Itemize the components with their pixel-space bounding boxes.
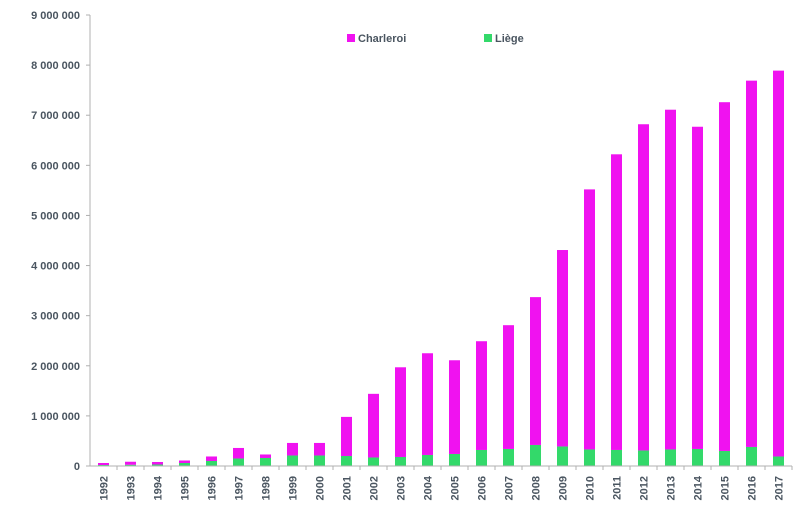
x-tick-label: 2003 [396, 476, 408, 500]
y-tick-label: 5 000 000 [31, 210, 80, 222]
x-tick-label: 2002 [369, 476, 381, 500]
legend-label-liege: Liège [495, 33, 524, 45]
bar-liege-2017 [773, 456, 784, 466]
x-tick-label: 2016 [747, 476, 759, 500]
legend-item-liege: Liège [484, 33, 524, 45]
x-tick-label: 2000 [315, 476, 327, 500]
x-tick-label: 2001 [342, 476, 354, 500]
bar-liege-2012 [638, 450, 649, 466]
bar-liege-2004 [422, 454, 433, 466]
x-tick-label: 1996 [207, 476, 219, 500]
legend-swatch-liege [484, 34, 492, 42]
y-tick-label: 7 000 000 [31, 110, 80, 122]
x-axis: 1992 1993 1994 1995 1996 1997 1998 1999 2000 2001… [90, 465, 793, 500]
bar-charleroi-2007 [503, 325, 514, 449]
bar-charleroi-2002 [368, 393, 379, 458]
x-tick-label: 2011 [612, 476, 624, 500]
bar-liege-2002 [368, 457, 379, 466]
bar-charleroi-1999 [287, 442, 298, 456]
bar-charleroi-2001 [341, 416, 352, 456]
bar-charleroi-2005 [449, 360, 460, 454]
bar-charleroi-1996 [206, 456, 217, 461]
bar-charleroi-2010 [584, 189, 595, 450]
y-tick-label: 9 000 000 [31, 10, 80, 22]
bar-charleroi-1993 [125, 461, 136, 465]
x-tick-label: 1997 [234, 476, 246, 500]
x-tick-label: 1999 [288, 476, 300, 500]
bar-liege-2007 [503, 448, 514, 466]
bar-liege-1992 [98, 464, 109, 466]
bar-charleroi-2012 [638, 124, 649, 451]
x-tick-label: 1998 [261, 476, 273, 500]
bar-charleroi-1995 [179, 460, 190, 463]
bar-liege-2001 [341, 455, 352, 466]
y-tick-label: 4 000 000 [31, 261, 80, 273]
bar-liege-2008 [530, 444, 541, 466]
bar-charleroi-1997 [233, 447, 244, 459]
bar-charleroi-2004 [422, 353, 433, 455]
bar-liege-2015 [719, 450, 730, 466]
bar-liege-2014 [692, 448, 703, 466]
y-tick-label: 2 000 000 [31, 361, 80, 373]
legend-swatch-charleroi [347, 34, 355, 42]
bar-liege-1995 [179, 462, 190, 466]
x-tick-label: 2010 [585, 476, 597, 500]
bar-liege-1993 [125, 464, 136, 466]
x-tick-label: 2014 [693, 475, 705, 500]
x-tick-label: 2012 [639, 476, 651, 500]
x-tick-label: 1992 [99, 476, 111, 500]
x-tick-label: 2013 [666, 476, 678, 500]
bar-charleroi-2014 [692, 126, 703, 449]
bar-liege-2003 [395, 456, 406, 466]
bar-charleroi-2000 [314, 442, 325, 456]
bar-charleroi-2009 [557, 250, 568, 447]
bar-charleroi-2011 [611, 154, 622, 450]
bar-liege-2006 [476, 449, 487, 466]
y-tick-label: 8 000 000 [31, 60, 80, 72]
bar-liege-2009 [557, 446, 568, 466]
x-tick-label: 2008 [531, 476, 543, 500]
bar-charleroi-2008 [530, 297, 541, 445]
bar-charleroi-1992 [98, 462, 109, 465]
bar-charleroi-1998 [260, 454, 271, 458]
bar-charleroi-2017 [773, 70, 784, 457]
bar-charleroi-2013 [665, 109, 676, 450]
bar-liege-2011 [611, 449, 622, 466]
bar-liege-1994 [152, 464, 163, 466]
x-tick-label: 2015 [720, 476, 732, 500]
x-tick-label: 1994 [153, 475, 165, 500]
bar-liege-2016 [746, 446, 757, 466]
y-axis: 0 1 000 000 2 000 000 3 000 000 4 000 000 5 0… [31, 10, 91, 473]
x-tick-label: 2017 [774, 476, 786, 500]
x-tick-label: 1995 [180, 476, 192, 500]
bar-charleroi-1994 [152, 461, 163, 465]
y-tick-label: 1 000 000 [31, 411, 80, 423]
x-tick-label: 2009 [558, 476, 570, 500]
bar-liege-1996 [206, 460, 217, 466]
x-tick-label: 2005 [450, 476, 462, 500]
bar-liege-1997 [233, 458, 244, 466]
bar-liege-2000 [314, 455, 325, 466]
bar-charleroi-2003 [395, 367, 406, 457]
x-tick-label: 2007 [504, 476, 516, 500]
legend: Charleroi Liège [347, 33, 524, 45]
bar-liege-2013 [665, 449, 676, 466]
y-tick-label: 0 [74, 461, 80, 473]
bar-liege-1998 [260, 457, 271, 466]
x-tick-label: 2006 [477, 476, 489, 500]
x-tick-label: 1993 [126, 476, 138, 500]
bar-charleroi-2006 [476, 341, 487, 450]
bars [98, 70, 784, 466]
bar-charleroi-2015 [719, 102, 730, 451]
y-tick-label: 3 000 000 [31, 311, 80, 323]
bar-liege-2010 [584, 449, 595, 466]
bar-liege-2005 [449, 453, 460, 466]
y-tick-label: 6 000 000 [31, 160, 80, 172]
bar-charleroi-2016 [746, 80, 757, 447]
legend-item-charleroi: Charleroi [347, 33, 406, 45]
legend-label-charleroi: Charleroi [358, 33, 406, 45]
x-tick-label: 2004 [423, 475, 435, 500]
bar-liege-1999 [287, 455, 298, 466]
